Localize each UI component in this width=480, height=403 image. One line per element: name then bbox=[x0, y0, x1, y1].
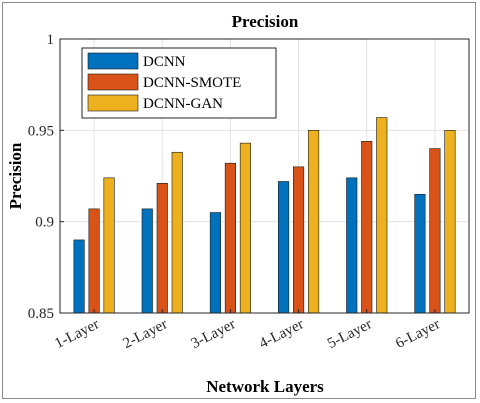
bar-dcnn-gan-1-layer bbox=[103, 177, 115, 314]
y-tick-label: 0.85 bbox=[28, 306, 54, 322]
y-tick-label: 0.9 bbox=[35, 215, 54, 231]
x-tick-label: 5-Layer bbox=[325, 316, 375, 352]
bar-dcnn-smote-1-layer bbox=[88, 208, 100, 314]
legend-label: DCNN bbox=[143, 54, 186, 70]
bar-dcnn-smote-6-layer bbox=[429, 148, 441, 314]
x-axis-label: Network Layers bbox=[206, 377, 324, 396]
legend-swatch bbox=[87, 73, 139, 91]
y-axis-ticks: 0.85 0.9 0.95 1 bbox=[28, 32, 64, 322]
bar-dcnn-gan-5-layer bbox=[376, 117, 388, 314]
bar-dcnn-2-layer bbox=[141, 208, 153, 314]
bar-dcnn-6-layer bbox=[414, 193, 426, 314]
bar-dcnn-gan-2-layer bbox=[171, 151, 183, 314]
legend-label: DCNN-GAN bbox=[143, 96, 223, 112]
x-tick-label: 2-Layer bbox=[121, 316, 171, 352]
legend-swatch bbox=[87, 52, 139, 70]
bar-dcnn-5-layer bbox=[346, 177, 358, 314]
y-tick-label: 1 bbox=[47, 32, 55, 48]
bar-dcnn-smote-3-layer bbox=[224, 162, 236, 314]
bar-dcnn-gan-3-layer bbox=[239, 142, 251, 314]
x-tick-label: 6-Layer bbox=[393, 316, 443, 352]
bar-dcnn-1-layer bbox=[73, 239, 85, 314]
bar-dcnn-smote-5-layer bbox=[361, 140, 373, 314]
chart-title: Precision bbox=[232, 12, 299, 31]
legend-swatch bbox=[87, 94, 139, 112]
bar-dcnn-4-layer bbox=[278, 181, 290, 314]
x-tick-label: 3-Layer bbox=[189, 316, 239, 352]
bar-dcnn-gan-4-layer bbox=[308, 130, 320, 314]
bar-dcnn-smote-4-layer bbox=[293, 166, 305, 314]
bar-dcnn-gan-6-layer bbox=[444, 130, 456, 314]
x-axis-ticks: 1-Layer 2-Layer 3-Layer 4-Layer 5-Layer 6-Lay… bbox=[52, 309, 443, 352]
bar-dcnn-smote-2-layer bbox=[156, 183, 168, 314]
bar-series-group bbox=[73, 117, 456, 314]
x-tick-label: 4-Layer bbox=[257, 316, 307, 352]
x-tick-label: 1-Layer bbox=[52, 316, 102, 352]
legend-label: DCNN-SMOTE bbox=[143, 75, 241, 91]
plot-area-border bbox=[59, 38, 470, 314]
bar-dcnn-3-layer bbox=[209, 212, 221, 314]
y-tick-label: 0.95 bbox=[28, 123, 54, 139]
legend: DCNN DCNN-SMOTE DCNN-GAN bbox=[81, 47, 277, 119]
y-axis-label: Precision bbox=[6, 142, 25, 209]
